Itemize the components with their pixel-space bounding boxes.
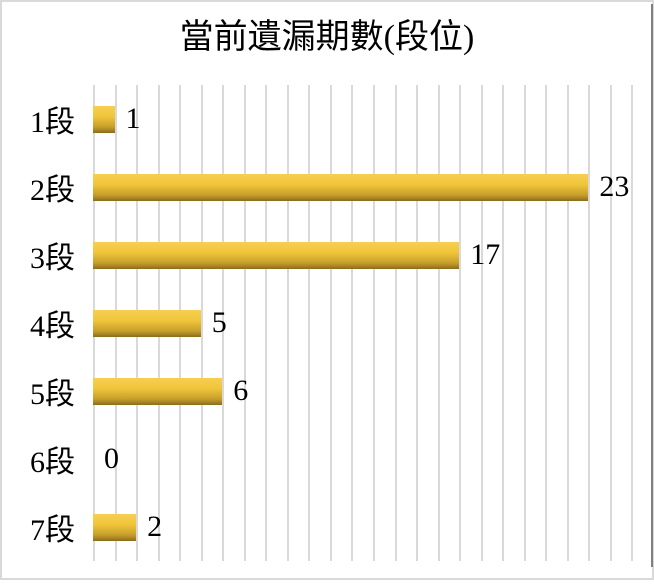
gridline <box>243 85 246 561</box>
value-label: 17 <box>470 238 501 271</box>
gridline <box>566 85 569 561</box>
bar <box>93 105 115 133</box>
gridline <box>631 85 634 561</box>
gridline <box>200 85 203 561</box>
value-label: 0 <box>104 442 119 475</box>
bar-row: 0 <box>93 425 653 493</box>
gridline <box>373 85 375 561</box>
right-edge-line <box>651 4 653 567</box>
bar-row: 23 <box>93 153 653 221</box>
gridline <box>394 85 397 561</box>
chart-title: 當前遺漏期數(段位) <box>179 19 475 56</box>
bar-row: 5 <box>93 289 653 357</box>
gridline <box>265 85 268 561</box>
bar-row: 2 <box>93 493 653 561</box>
bar <box>93 241 460 269</box>
bar <box>93 309 201 337</box>
gridline <box>416 85 419 561</box>
bar <box>93 173 589 201</box>
gridline <box>588 85 591 561</box>
bar-row: 17 <box>93 221 653 289</box>
bar-row: 1 <box>93 85 653 153</box>
gridline <box>523 85 526 561</box>
gridline <box>437 85 440 561</box>
category-label: 5段 <box>30 378 75 411</box>
category-label: 2段 <box>30 174 75 207</box>
gridline <box>329 85 332 561</box>
bar-rows: 1 23 17 5 6 0 2 <box>93 85 653 561</box>
category-label: 7段 <box>30 514 75 547</box>
category-label: 4段 <box>30 310 75 343</box>
plot-area: 1 23 17 5 6 0 2 <box>93 85 654 561</box>
gridline <box>480 85 483 561</box>
gridline <box>351 85 354 561</box>
bar <box>93 377 223 405</box>
value-label: 6 <box>233 374 249 407</box>
gridline <box>609 85 612 561</box>
value-label: 2 <box>147 510 163 543</box>
bar <box>93 513 137 541</box>
gridline <box>545 85 548 561</box>
value-label: 23 <box>599 170 630 203</box>
category-label: 6段 <box>30 446 75 479</box>
category-label: 3段 <box>30 242 75 275</box>
gridline <box>222 85 225 561</box>
value-label: 1 <box>125 102 141 135</box>
gridline <box>459 85 462 561</box>
category-label: 1段 <box>30 106 75 139</box>
value-label: 5 <box>211 306 227 339</box>
category-axis: 1段 2段 3段 4段 5段 6段 7段 <box>2 85 93 561</box>
bar-row: 6 <box>93 357 653 425</box>
gridline <box>286 85 289 561</box>
gridline <box>308 85 311 561</box>
gridline <box>502 85 505 561</box>
